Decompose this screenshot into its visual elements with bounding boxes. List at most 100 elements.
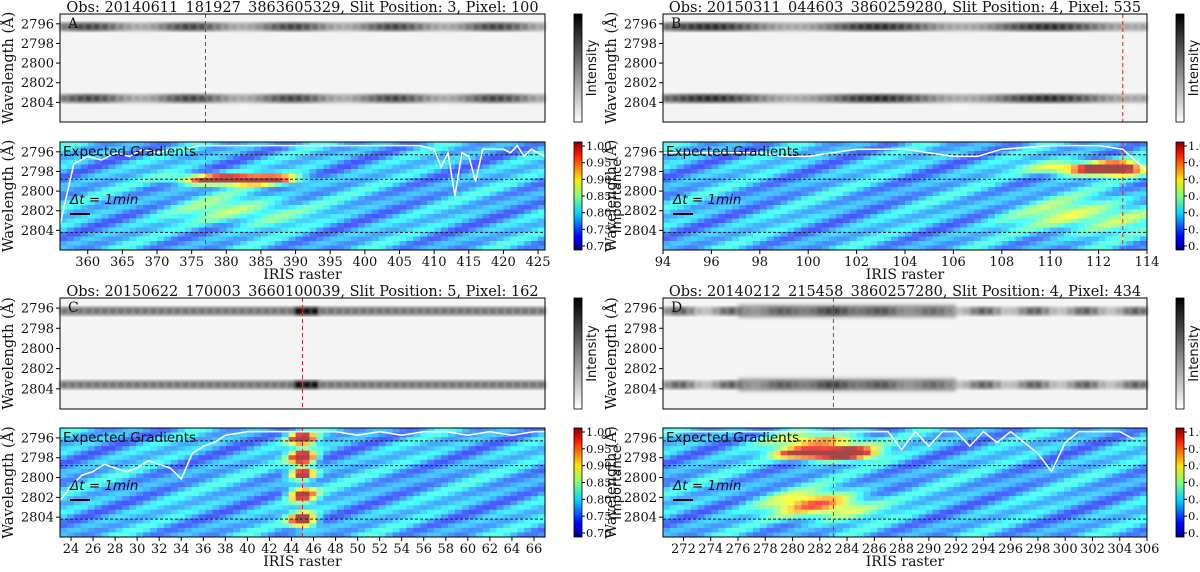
importance-cell: [905, 160, 913, 165]
importance-cell: [212, 169, 220, 174]
importance-cell: [274, 169, 283, 174]
importance-cell: [406, 164, 414, 170]
importance-cell: [122, 187, 130, 192]
intensity-line-band: [969, 94, 979, 103]
importance-cell: [461, 200, 470, 206]
intensity-line-band: [751, 22, 761, 31]
importance-cell: [711, 142, 719, 147]
importance-cell: [94, 223, 103, 228]
intensity-line-band: [334, 94, 344, 103]
importance-cell: [538, 227, 546, 233]
y-axis-label: Wavelength (Å): [602, 140, 620, 252]
importance-cell: [690, 146, 699, 152]
importance-cell: [240, 196, 248, 201]
importance-cell: [177, 223, 186, 228]
importance-cell: [822, 142, 830, 147]
intensity-line-band: [488, 380, 498, 389]
importance-cell: [288, 236, 297, 242]
importance-cell: [482, 173, 491, 179]
importance-cell: [288, 196, 297, 201]
importance-cell: [461, 236, 470, 242]
intensity-line-band: [520, 307, 530, 316]
importance-cell: [842, 160, 851, 165]
importance-cell: [344, 191, 352, 197]
importance-cell: [475, 196, 484, 201]
importance-cell: [454, 196, 463, 201]
importance-cell: [233, 209, 241, 215]
importance-cell: [288, 245, 297, 251]
intensity-line-band: [181, 22, 190, 31]
importance-cell: [205, 155, 213, 161]
importance-cell: [198, 223, 206, 228]
importance-cell: [531, 173, 539, 179]
intensity-line-band: [310, 380, 320, 389]
x-tick-label: 405: [387, 255, 412, 270]
importance-cell: [1029, 142, 1037, 147]
importance-cell: [718, 173, 726, 179]
importance-cell: [496, 164, 504, 170]
importance-cell: [413, 142, 421, 147]
importance-cell: [683, 164, 692, 170]
intensity-line-band: [318, 94, 328, 103]
importance-cell: [794, 160, 802, 165]
importance-cell: [406, 191, 414, 197]
importance-cell: [295, 191, 303, 197]
importance-cell: [1112, 169, 1120, 174]
importance-cell: [260, 142, 269, 147]
importance-cell: [531, 169, 539, 174]
importance-cell: [94, 232, 103, 237]
importance-cell: [1091, 155, 1100, 161]
importance-cell: [1036, 146, 1044, 152]
intensity-line-band: [140, 94, 150, 103]
intensity-line-band: [905, 22, 914, 31]
importance-cell: [344, 178, 352, 183]
importance-cell: [925, 155, 934, 161]
importance-cell: [441, 214, 449, 219]
importance-cell: [849, 173, 858, 179]
importance-cell: [371, 164, 380, 170]
importance-cell: [468, 200, 477, 206]
intensity-line-band: [116, 380, 126, 389]
importance-cell: [454, 187, 463, 192]
importance-cell: [87, 205, 96, 210]
importance-cell: [1008, 169, 1017, 174]
importance-cell: [80, 187, 89, 192]
importance-cell: [150, 191, 158, 197]
importance-cell: [392, 223, 400, 228]
importance-cell: [538, 173, 546, 179]
intensity-line-band: [536, 22, 546, 31]
importance-cell: [1105, 169, 1113, 174]
importance-cell: [974, 146, 982, 152]
importance-cell: [413, 182, 421, 188]
importance-cell: [510, 151, 518, 156]
importance-cell: [66, 245, 75, 251]
importance-cell: [143, 236, 151, 242]
intensity-line-band: [439, 307, 449, 316]
importance-cell: [669, 160, 678, 165]
importance-cell: [468, 236, 477, 242]
importance-cell: [205, 160, 213, 165]
importance-cell: [288, 173, 297, 179]
importance-cell: [877, 155, 885, 161]
importance-cell: [1008, 164, 1017, 170]
importance-cell: [987, 142, 996, 147]
intensity-line-band: [840, 22, 850, 31]
importance-cell: [385, 182, 394, 188]
importance-cell: [496, 205, 504, 210]
importance-cell: [212, 178, 220, 183]
importance-cell: [330, 214, 338, 219]
intensity-line-band: [213, 380, 223, 389]
importance-cell: [101, 182, 109, 188]
y-tick-label: 2802: [624, 76, 657, 91]
importance-cell: [66, 241, 75, 246]
importance-cell: [198, 205, 206, 210]
importance-cell: [351, 155, 359, 161]
importance-cell: [1077, 169, 1086, 174]
intensity-line-band: [181, 380, 190, 389]
importance-cell: [1126, 146, 1134, 152]
importance-cell: [468, 187, 477, 192]
importance-cell: [399, 227, 407, 233]
y-tick-label: 2804: [624, 96, 657, 111]
intensity-line-band: [229, 22, 239, 31]
importance-cell: [454, 146, 463, 152]
